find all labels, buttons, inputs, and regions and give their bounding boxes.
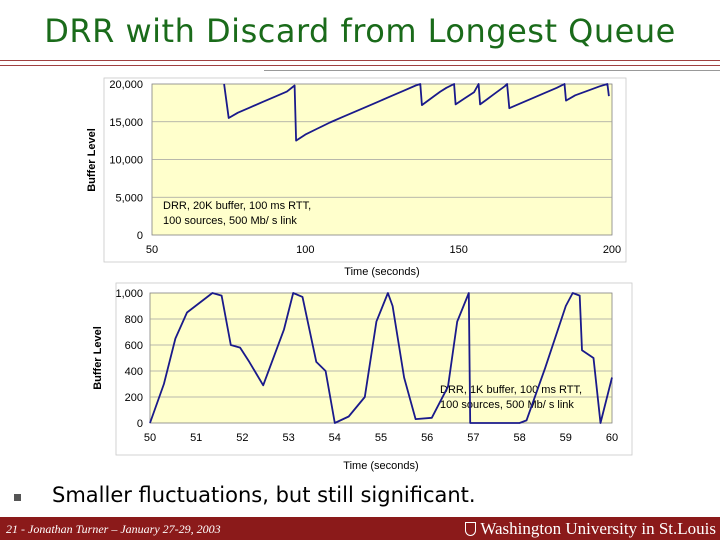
chart1-x-tick-label: 150 — [449, 244, 467, 256]
chart2-plot-area — [149, 292, 613, 424]
chart2-x-tick-label: 57 — [467, 432, 479, 444]
chart2-y-tick-label: 200 — [125, 392, 143, 404]
chart2-x-tick-label: 60 — [606, 432, 618, 444]
bullet-text: Smaller fluctuations, but still signific… — [52, 483, 476, 507]
chart1-annotation-line: DRR, 20K buffer, 100 ms RTT, — [163, 200, 311, 212]
charts-canvas: 0 5,000 10,000 15,000 20,000 50 100 150 200 Time … — [86, 77, 633, 472]
chart2-frame — [115, 282, 633, 456]
chart2-y-tick-label: 1,000 — [115, 288, 143, 300]
title-divider — [0, 60, 720, 66]
chart1-y-tick-label: 5,000 — [115, 192, 143, 204]
university-logo: Washington University in St.Louis — [465, 519, 716, 539]
chart2-x-axis-label: Time (seconds) — [343, 460, 418, 472]
chart1-y-tick-label: 20,000 — [109, 79, 143, 91]
chart2-x-tick-label: 50 — [144, 432, 156, 444]
chart2-x-tick-label: 58 — [513, 432, 525, 444]
chart1-y-axis-label: Buffer Level — [86, 128, 98, 192]
crest-icon — [465, 522, 477, 536]
footer-text: 21 - Jonathan Turner – January 27-29, 20… — [6, 522, 221, 536]
chart1-y-tick-label: 0 — [137, 230, 143, 242]
footer-bar — [0, 517, 720, 540]
chart2-y-tick-label: 800 — [125, 314, 143, 326]
title-divider-thin — [264, 70, 720, 71]
chart2-y-tick-label: 600 — [125, 340, 143, 352]
chart2-x-tick-label: 53 — [282, 432, 294, 444]
slide-title: DRR with Discard from Longest Queue — [44, 12, 676, 50]
chart1-series-line — [223, 83, 610, 142]
chart1-annotation-line: 100 sources, 500 Mb/ s link — [163, 215, 297, 227]
logo-text: Washington University in St.Louis — [480, 519, 716, 538]
chart1-x-tick-label: 100 — [296, 244, 314, 256]
chart2-x-tick-label: 51 — [190, 432, 202, 444]
chart2-x-tick-label: 52 — [236, 432, 248, 444]
chart1-x-tick-label: 50 — [146, 244, 158, 256]
chart1-frame — [103, 77, 627, 263]
chart2-x-tick-label: 59 — [560, 432, 572, 444]
chart1-x-tick-label: 200 — [603, 244, 621, 256]
chart2-x-tick-label: 55 — [375, 432, 387, 444]
chart2-annotation-line: DRR, 1K buffer, 100 ms RTT, — [440, 384, 582, 396]
chart1-y-tick-label: 15,000 — [109, 117, 143, 129]
chart2-y-tick-label: 0 — [137, 418, 143, 430]
chart2-annotation-line: 100 sources, 500 Mb/ s link — [440, 399, 574, 411]
bullet-marker — [14, 494, 21, 501]
chart2-y-axis-label: Buffer Level — [92, 326, 104, 390]
chart1-y-tick-label: 10,000 — [109, 155, 143, 167]
chart2-y-tick-label: 400 — [125, 366, 143, 378]
chart2-series-line — [149, 292, 613, 424]
chart1-x-axis-label: Time (seconds) — [344, 266, 419, 278]
chart2-x-tick-label: 54 — [329, 432, 341, 444]
chart2-x-tick-label: 56 — [421, 432, 433, 444]
